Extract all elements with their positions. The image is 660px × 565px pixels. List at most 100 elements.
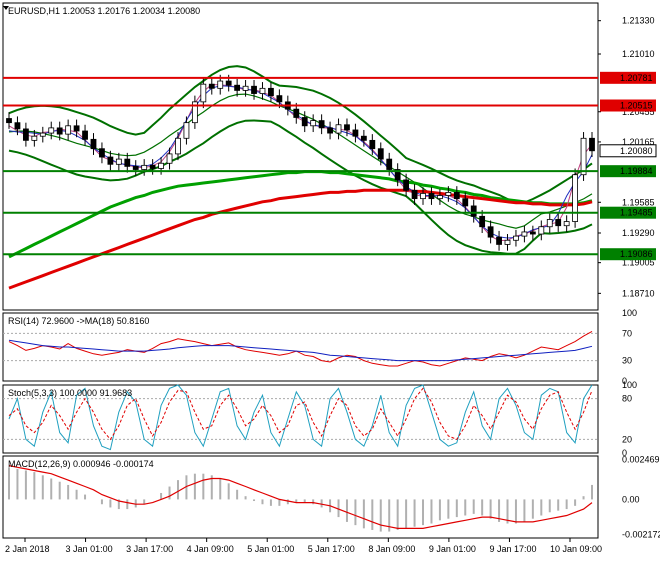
candle-body — [504, 239, 511, 245]
macd-title: MACD(12,26,9) 0.000946 -0.000174 — [8, 459, 154, 469]
candle-body — [529, 231, 536, 235]
macd-panel-frame — [2, 455, 599, 539]
x-tick-label: 3 Jan 17:00 — [126, 544, 173, 554]
candle-body — [48, 127, 55, 134]
candle-body — [208, 83, 215, 89]
candle-body — [158, 162, 164, 169]
bollinger-middle-band — [8, 93, 593, 229]
candle-body — [369, 139, 376, 150]
candle-body — [479, 215, 486, 228]
candle-body — [225, 80, 232, 86]
current-price-label: 1.20080 — [620, 146, 653, 156]
price-level-label: 1.20515 — [620, 101, 653, 111]
stoch-y-tick-label: 80 — [622, 394, 632, 404]
candle-body — [107, 156, 114, 165]
candle-body — [6, 118, 12, 124]
candle-body — [242, 85, 249, 91]
stoch-y-tick-label: 0 — [622, 448, 627, 458]
rsi-series-1 — [8, 339, 593, 362]
candle-body — [301, 117, 308, 127]
candle-body — [420, 193, 426, 200]
price-level-tag — [600, 99, 656, 112]
macd-y-tick-label: -0.002172 — [622, 529, 660, 539]
candle-body — [352, 129, 359, 137]
y-tick-label: 1.19005 — [622, 258, 655, 268]
current-price-tag — [599, 144, 657, 158]
candle-body — [428, 193, 435, 200]
x-tick-label: 10 Jan 09:00 — [550, 544, 602, 554]
candle-body — [521, 231, 528, 237]
rsi-y-tick-label: 100 — [622, 308, 637, 318]
candle-body — [191, 101, 198, 124]
y-tick-label: 1.20455 — [622, 107, 655, 117]
candle-body — [470, 205, 477, 217]
candle-body — [335, 124, 342, 134]
candle-body — [462, 198, 469, 207]
candle-body — [411, 189, 418, 200]
x-tick-label: 8 Jan 09:00 — [368, 544, 415, 554]
candle-body — [555, 219, 562, 227]
main-panel-frame — [2, 2, 599, 311]
candle-body — [132, 165, 139, 170]
candle-body — [538, 226, 545, 235]
stoch-series-1 — [8, 387, 593, 441]
slow-ma-line — [8, 85, 593, 239]
moving-average-1 — [8, 188, 593, 290]
candle-body — [318, 120, 325, 129]
price-level-label: 1.19485 — [620, 208, 653, 218]
x-tick-label: 3 Jan 01:00 — [66, 544, 113, 554]
candle-body — [175, 137, 181, 155]
price-level-tag — [600, 71, 656, 84]
stoch-title: Stoch(5,3,3) 100.0000 91.9683 — [8, 388, 132, 398]
candle-body — [166, 153, 173, 164]
candle-body — [31, 135, 38, 141]
main-price-panel: 1.21330 1.21010 1.20455 1.20165 1.19585 1.192… — [2, 2, 657, 311]
candle-body — [563, 221, 570, 227]
macd-signal-line — [8, 465, 593, 529]
x-tick-label: 5 Jan 17:00 — [308, 544, 355, 554]
price-level-tag — [600, 248, 656, 261]
y-tick-label: 1.19290 — [622, 228, 655, 238]
stoch-panel-frame — [2, 384, 599, 454]
stoch-series-0 — [8, 384, 593, 451]
x-axis: 2 Jan 2018 3 Jan 01:00 3 Jan 17:00 4 Jan 09… — [5, 538, 602, 554]
bollinger-upper-band — [8, 65, 593, 204]
candle-body — [513, 235, 519, 241]
candle-body — [386, 158, 393, 170]
candle-body — [56, 127, 63, 135]
candle-body — [327, 127, 333, 134]
macd-panel: 0.002469 0.00 -0.002172 MACD(12,26,9) 0.000… — [2, 455, 660, 539]
x-tick-label: 5 Jan 01:00 — [247, 544, 294, 554]
candle-body — [453, 192, 460, 200]
bollinger-lower-band — [8, 119, 593, 255]
price-level-label: 1.20781 — [620, 73, 653, 83]
price-level-label: 1.19086 — [620, 249, 653, 259]
candle-body — [437, 195, 443, 200]
candle-body — [589, 137, 595, 152]
macd-y-tick-label: 0.002469 — [622, 455, 660, 465]
price-level-tag — [600, 165, 656, 178]
price-level-tag — [600, 206, 656, 219]
candle-body — [73, 125, 80, 132]
candle-body — [377, 148, 384, 160]
candle-body — [293, 108, 300, 118]
candle-body — [310, 120, 317, 127]
y-tick-label: 1.21010 — [622, 49, 655, 59]
rsi-y-tick-label: 0 — [622, 376, 627, 386]
candle-body — [344, 124, 350, 131]
y-tick-label: 1.20165 — [622, 137, 655, 147]
x-tick-label: 9 Jan 01:00 — [429, 544, 476, 554]
candle-body — [580, 137, 587, 176]
candle-body — [200, 83, 207, 103]
candle-body — [445, 192, 452, 196]
candle-body — [234, 84, 241, 91]
rsi-y-tick-label: 70 — [622, 328, 632, 338]
candle-body — [65, 125, 72, 135]
candle-body — [90, 138, 97, 150]
candle-body — [259, 87, 266, 94]
candle-body — [276, 95, 283, 103]
rsi-panel-frame — [2, 312, 599, 382]
rsi-y-tick-label: 30 — [622, 356, 632, 366]
candle-body — [487, 226, 494, 238]
